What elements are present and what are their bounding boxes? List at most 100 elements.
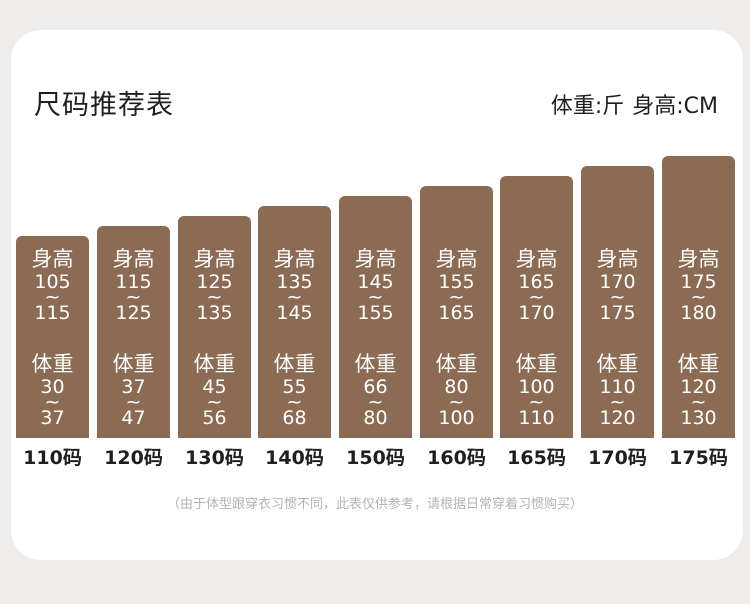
page-title: 尺码推荐表	[34, 90, 174, 121]
weight-range: 体重 120 ~130	[662, 351, 735, 428]
range-tilde: ~	[286, 286, 303, 308]
height-label: 身高	[596, 247, 639, 271]
height-max: 175	[599, 302, 636, 324]
range-tilde: ~	[206, 391, 223, 413]
height-min: 135	[276, 271, 313, 293]
range-tilde: ~	[125, 286, 142, 308]
height-label: 身高	[677, 247, 720, 271]
height-min: 170	[599, 271, 636, 293]
size-label: 165码	[507, 447, 566, 469]
weight-range: 体重 80 ~100	[420, 351, 493, 428]
height-label: 身高	[273, 247, 316, 271]
size-bar: 身高 175 ~180 体重 120 ~130	[662, 156, 735, 438]
height-range: 身高 170 ~175	[581, 246, 654, 323]
range-tilde: ~	[44, 391, 61, 413]
weight-max: 47	[121, 407, 146, 429]
weight-label: 体重	[273, 352, 316, 376]
size-bar: 身高 145 ~155 体重 66 ~80	[339, 196, 412, 438]
size-label: 120码	[104, 447, 163, 469]
range-tilde: ~	[125, 391, 142, 413]
weight-label: 体重	[435, 352, 478, 376]
height-min: 175	[680, 271, 717, 293]
weight-min: 37	[121, 376, 146, 398]
height-max: 155	[357, 302, 394, 324]
range-tilde: ~	[367, 286, 384, 308]
height-label: 身高	[31, 247, 74, 271]
weight-min: 55	[282, 376, 307, 398]
height-range: 身高 115 ~125	[97, 246, 170, 323]
height-max: 180	[680, 302, 717, 324]
weight-range: 体重 45 ~56	[178, 351, 251, 428]
height-label: 身高	[435, 247, 478, 271]
size-bar: 身高 170 ~175 体重 110 ~120	[581, 166, 654, 438]
height-min: 115	[115, 271, 152, 293]
range-tilde: ~	[367, 391, 384, 413]
height-label: 身高	[193, 247, 236, 271]
weight-unit-label: 体重:斤	[550, 94, 625, 119]
size-bar: 身高 155 ~165 体重 80 ~100	[420, 186, 493, 438]
units-legend: 体重:斤 身高:CM	[480, 92, 718, 122]
height-range: 身高 105 ~115	[16, 246, 89, 323]
height-max: 165	[438, 302, 475, 324]
weight-min: 30	[40, 376, 65, 398]
weight-min: 45	[202, 376, 227, 398]
height-max: 115	[34, 302, 71, 324]
weight-min: 80	[444, 376, 469, 398]
height-range: 身高 135 ~145	[258, 246, 331, 323]
height-max: 125	[115, 302, 152, 324]
height-max: 135	[196, 302, 233, 324]
size-label: 160码	[427, 447, 486, 469]
weight-range: 体重 30 ~37	[16, 351, 89, 428]
weight-min: 110	[599, 376, 636, 398]
weight-range: 体重 110 ~120	[581, 351, 654, 428]
weight-max: 37	[40, 407, 65, 429]
weight-min: 120	[680, 376, 717, 398]
height-range: 身高 145 ~155	[339, 246, 412, 323]
weight-label: 体重	[354, 352, 397, 376]
size-bar: 身高 105 ~115 体重 30 ~37	[16, 236, 89, 438]
weight-label: 体重	[677, 352, 720, 376]
size-label: 130码	[185, 447, 244, 469]
size-label: 175码	[669, 447, 728, 469]
height-label: 身高	[354, 247, 397, 271]
weight-max: 130	[680, 407, 717, 429]
weight-range: 体重 100 ~110	[500, 351, 573, 428]
disclaimer-note: （由于体型跟穿衣习惯不同，此表仅供参考，请根据日常穿着习惯购买）	[166, 497, 583, 512]
range-tilde: ~	[690, 391, 707, 413]
weight-range: 体重 55 ~68	[258, 351, 331, 428]
weight-max: 110	[518, 407, 555, 429]
height-label: 身高	[515, 247, 558, 271]
weight-max: 56	[202, 407, 227, 429]
height-range: 身高 155 ~165	[420, 246, 493, 323]
weight-max: 120	[599, 407, 636, 429]
height-range: 身高 175 ~180	[662, 246, 735, 323]
range-tilde: ~	[448, 391, 465, 413]
height-label: 身高	[112, 247, 155, 271]
height-min: 165	[518, 271, 555, 293]
range-tilde: ~	[528, 286, 545, 308]
height-max: 145	[276, 302, 313, 324]
size-bar: 身高 125 ~135 体重 45 ~56	[178, 216, 251, 438]
size-label: 150码	[346, 447, 405, 469]
weight-range: 体重 37 ~47	[97, 351, 170, 428]
height-max: 170	[518, 302, 555, 324]
range-tilde: ~	[44, 286, 61, 308]
range-tilde: ~	[609, 286, 626, 308]
size-bar: 身高 135 ~145 体重 55 ~68	[258, 206, 331, 438]
range-tilde: ~	[609, 391, 626, 413]
weight-label: 体重	[193, 352, 236, 376]
weight-label: 体重	[596, 352, 639, 376]
weight-max: 100	[438, 407, 475, 429]
height-range: 身高 165 ~170	[500, 246, 573, 323]
range-tilde: ~	[448, 286, 465, 308]
size-label: 110码	[23, 447, 82, 469]
weight-min: 100	[518, 376, 555, 398]
size-label: 140码	[265, 447, 324, 469]
weight-label: 体重	[112, 352, 155, 376]
weight-min: 66	[363, 376, 388, 398]
weight-range: 体重 66 ~80	[339, 351, 412, 428]
size-label: 170码	[588, 447, 647, 469]
height-min: 155	[438, 271, 475, 293]
weight-max: 68	[282, 407, 307, 429]
size-bar: 身高 165 ~170 体重 100 ~110	[500, 176, 573, 438]
